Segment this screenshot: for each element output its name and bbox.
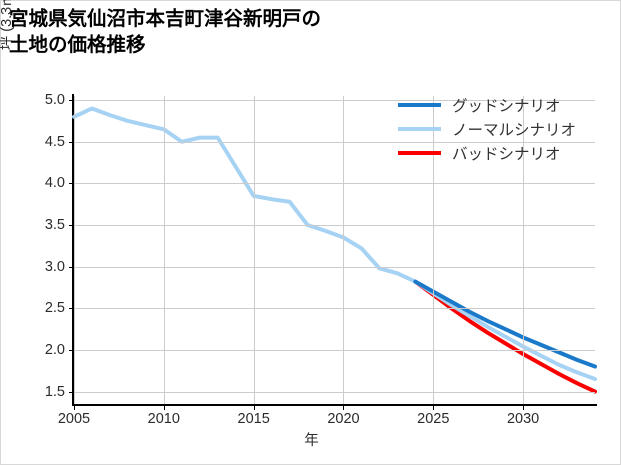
x-axis-spine [72,404,597,406]
x-tick-label: 2015 [237,411,270,427]
y-tick-mark [69,349,73,351]
y-tick-mark [69,183,73,185]
gridline-horizontal [74,350,595,351]
chart-title: 宮城県気仙沼市本吉町津谷新明戸の 土地の価格推移 [9,8,322,56]
y-tick-label: 1.5 [44,383,65,400]
gridline-horizontal [74,392,595,393]
series-line [413,279,597,394]
legend-swatch-good [398,103,441,107]
gridline-vertical [74,96,75,404]
chart-legend: グッドシナリオ ノーマルシナリオ バッドシナリオ [398,93,613,165]
legend-label-bad: バッドシナリオ [452,146,561,163]
series-line [72,106,597,382]
y-tick-label: 4.5 [44,133,65,150]
gridline-horizontal [74,225,595,226]
x-axis-label: 年 [304,433,319,449]
series-line [413,279,597,369]
x-tick-label: 2025 [417,411,450,427]
y-tick-mark [69,141,73,143]
legend-item-good[interactable]: グッドシナリオ [398,93,613,117]
legend-swatch-normal [398,127,441,131]
y-tick-label: 3.5 [44,217,65,234]
data-lines [72,106,597,394]
y-tick-mark [69,100,73,102]
x-tick-mark [163,406,165,410]
gridline-vertical [254,96,255,404]
gridline-vertical [164,96,165,404]
y-tick-label: 2.5 [44,300,65,317]
legend-item-bad[interactable]: バッドシナリオ [398,141,613,165]
gridline-horizontal [74,183,595,184]
x-tick-label: 2010 [147,411,180,427]
y-tick-mark [69,391,73,393]
gridline-horizontal [74,267,595,268]
legend-item-normal[interactable]: ノーマルシナリオ [398,117,613,141]
gridline-horizontal [74,100,595,101]
x-tick-mark [433,406,435,410]
y-tick-mark [69,225,73,227]
y-tick-label: 3.0 [44,258,65,275]
x-tick-mark [523,406,525,410]
x-tick-label: 2030 [506,411,540,427]
legend-swatch-bad [398,151,441,155]
x-tick-label: 2005 [57,411,91,427]
gridline-vertical [343,96,344,404]
x-tick-label: 2020 [327,411,360,427]
y-tick-label: 5.0 [44,92,65,109]
gridline-horizontal [74,142,595,143]
gridline-vertical [523,96,524,404]
y-axis-spine [72,94,74,406]
legend-label-normal: ノーマルシナリオ [452,122,577,139]
y-tick-label: 2.0 [44,341,65,358]
gridline-horizontal [74,308,595,309]
gridline-vertical [433,96,434,404]
legend-label-good: グッドシナリオ [452,98,561,115]
x-tick-mark [343,406,345,410]
plot-area [72,96,597,404]
y-tick-mark [69,266,73,268]
x-tick-mark [74,406,75,410]
y-tick-label: 4.0 [44,175,65,192]
y-tick-mark [69,308,73,310]
x-tick-mark [253,406,255,410]
